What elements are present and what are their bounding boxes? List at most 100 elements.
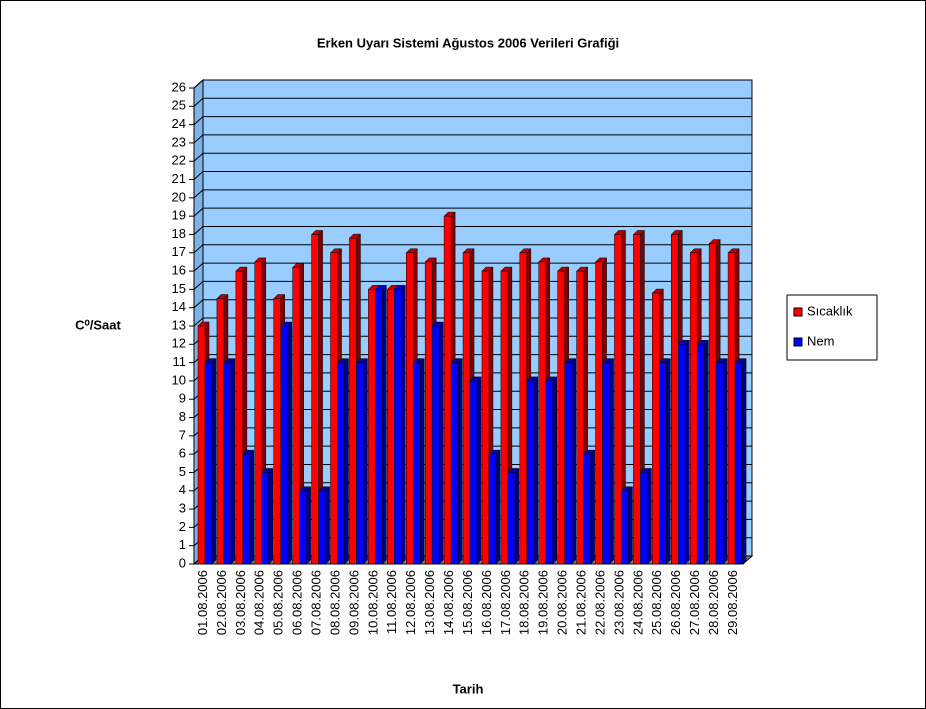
x-tick-label: 29.08.2006: [725, 570, 740, 635]
bar-side: [325, 486, 330, 565]
bar: [583, 453, 591, 565]
y-tick-label: 19: [172, 208, 186, 223]
bar: [443, 215, 452, 565]
bar: [678, 344, 686, 565]
bar-side: [268, 467, 274, 565]
legend-box: [786, 294, 878, 361]
grid-line: [193, 262, 752, 272]
grid-line: [193, 299, 752, 309]
x-tick-label: 08.08.2006: [327, 570, 342, 635]
grid-line: [193, 189, 752, 199]
bar: [387, 289, 395, 565]
bar-side: [230, 358, 236, 565]
bar: [356, 362, 364, 565]
bar: [557, 270, 565, 565]
bar-side: [741, 358, 747, 565]
bar: [659, 362, 667, 565]
grid-line: [193, 152, 752, 162]
y-tick-label: 11: [173, 354, 187, 369]
x-tick-label: 23.08.2006: [611, 570, 626, 635]
bar: [405, 252, 414, 565]
y-tick-label: 2: [179, 519, 186, 534]
bar: [235, 270, 244, 565]
y-tick-label: 17: [172, 244, 186, 259]
bar: [633, 234, 641, 565]
bar: [450, 362, 459, 565]
bar: [481, 270, 490, 565]
bar-side: [628, 486, 633, 565]
bar: [261, 472, 270, 565]
x-tick-label: 07.08.2006: [308, 570, 323, 635]
bar: [223, 362, 232, 565]
y-tick-label: 21: [172, 171, 186, 186]
x-tick-label: 19.08.2006: [536, 570, 551, 635]
y-tick-label: 8: [179, 409, 186, 424]
y-tick-label: 24: [172, 116, 186, 131]
bar: [671, 234, 679, 565]
bar-side: [476, 376, 482, 565]
bar: [500, 270, 509, 565]
y-tick-label: 6: [179, 446, 186, 461]
x-tick-label: 11.08.2006: [384, 570, 399, 634]
x-tick-label: 22.08.2006: [592, 570, 607, 635]
grid-line: [193, 116, 752, 125]
bar: [330, 252, 338, 565]
bar-side: [514, 467, 520, 565]
x-tick-label: 24.08.2006: [630, 570, 645, 635]
x-tick-label: 28.08.2006: [706, 570, 721, 635]
x-tick-label: 03.08.2006: [233, 570, 248, 635]
legend-swatch: [793, 337, 803, 347]
x-tick-label: 21.08.2006: [574, 570, 589, 635]
x-tick-label: 06.08.2006: [290, 570, 305, 635]
bar-side: [703, 339, 709, 565]
bar-side: [211, 358, 217, 565]
bar-side: [609, 358, 614, 565]
grid-line: [193, 79, 752, 89]
y-tick-label: 5: [179, 464, 186, 479]
bar-side: [685, 339, 690, 565]
y-tick-label: 10: [172, 372, 186, 387]
y-axis-title: C⁰/Saat: [75, 317, 121, 332]
bar-side: [552, 376, 558, 565]
bar: [614, 234, 622, 565]
x-tick-label: 05.08.2006: [271, 570, 286, 635]
grid-line: [193, 225, 752, 235]
bar: [519, 252, 528, 565]
bar-side: [419, 358, 425, 565]
bar-side: [666, 358, 671, 565]
bar-side: [287, 321, 292, 565]
bar-side: [495, 449, 501, 565]
y-tick-label: 14: [172, 299, 186, 314]
bar: [595, 261, 603, 565]
bar: [242, 453, 251, 565]
x-tick-label: 17.08.2006: [498, 570, 513, 635]
bar: [299, 490, 307, 565]
bar-side: [590, 449, 595, 565]
bar: [375, 289, 383, 565]
bar: [469, 380, 478, 565]
x-axis-title: Tarih: [453, 681, 484, 696]
y-tick-label: 15: [172, 281, 186, 296]
bar: [254, 261, 263, 565]
bar: [273, 298, 281, 565]
bar: [368, 289, 376, 565]
y-tick-label: 0: [179, 555, 186, 570]
bar-side: [344, 358, 349, 565]
bar: [462, 252, 471, 565]
grid-line: [193, 280, 752, 290]
legend-label: Sıcaklık: [807, 303, 853, 318]
bar-side: [533, 376, 539, 565]
bar: [431, 325, 440, 565]
bar: [507, 472, 516, 565]
bar: [621, 490, 629, 565]
bar: [640, 472, 648, 565]
x-tick-label: 15.08.2006: [460, 570, 475, 635]
bar: [708, 243, 717, 565]
y-tick-label: 16: [172, 263, 186, 278]
y-tick-label: 22: [172, 153, 186, 168]
grid-line: [193, 317, 752, 327]
bar: [538, 261, 547, 565]
y-tick-label: 7: [179, 427, 186, 442]
x-tick-label: 16.08.2006: [479, 570, 494, 635]
